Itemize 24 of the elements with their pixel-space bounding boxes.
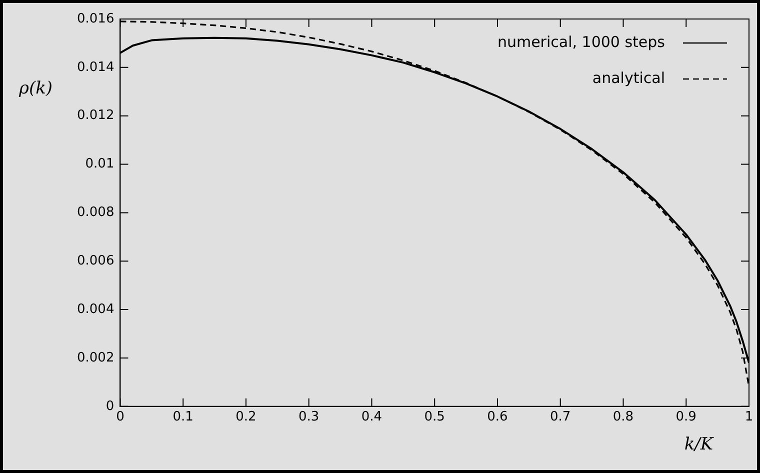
x-tick-label: 0.2 bbox=[236, 410, 256, 425]
legend-label: analytical bbox=[592, 68, 665, 87]
y-tick-label: 0.002 bbox=[77, 350, 114, 366]
x-tick-label: 0.4 bbox=[361, 410, 382, 425]
y-tick-label: 0.016 bbox=[77, 11, 114, 26]
y-tick-label: 0.012 bbox=[77, 108, 114, 124]
y-tick-label: 0.004 bbox=[77, 302, 114, 317]
x-tick-label: 0.6 bbox=[487, 410, 508, 425]
x-tick-label: 0.7 bbox=[550, 410, 571, 425]
x-tick-label: 1 bbox=[744, 410, 754, 425]
x-tick-label: 0.9 bbox=[676, 410, 696, 425]
y-tick-label: 0.014 bbox=[77, 60, 114, 75]
x-tick-label: 0.1 bbox=[172, 410, 194, 425]
y-axis-title: ρ(k) bbox=[18, 78, 53, 99]
x-tick-label: 0.3 bbox=[298, 410, 320, 425]
y-tick-label: 0 bbox=[106, 398, 114, 414]
y-tick-label: 0.008 bbox=[77, 205, 114, 220]
legend-label: numerical, 1000 steps bbox=[497, 32, 666, 51]
x-tick-label: 0.5 bbox=[424, 410, 445, 425]
x-axis-title: k/K bbox=[684, 434, 714, 454]
x-tick-label: 0 bbox=[116, 410, 124, 425]
y-tick-label: 0.01 bbox=[85, 156, 114, 172]
y-tick-label: 0.006 bbox=[77, 254, 114, 268]
x-tick-label: 0.8 bbox=[612, 410, 634, 425]
